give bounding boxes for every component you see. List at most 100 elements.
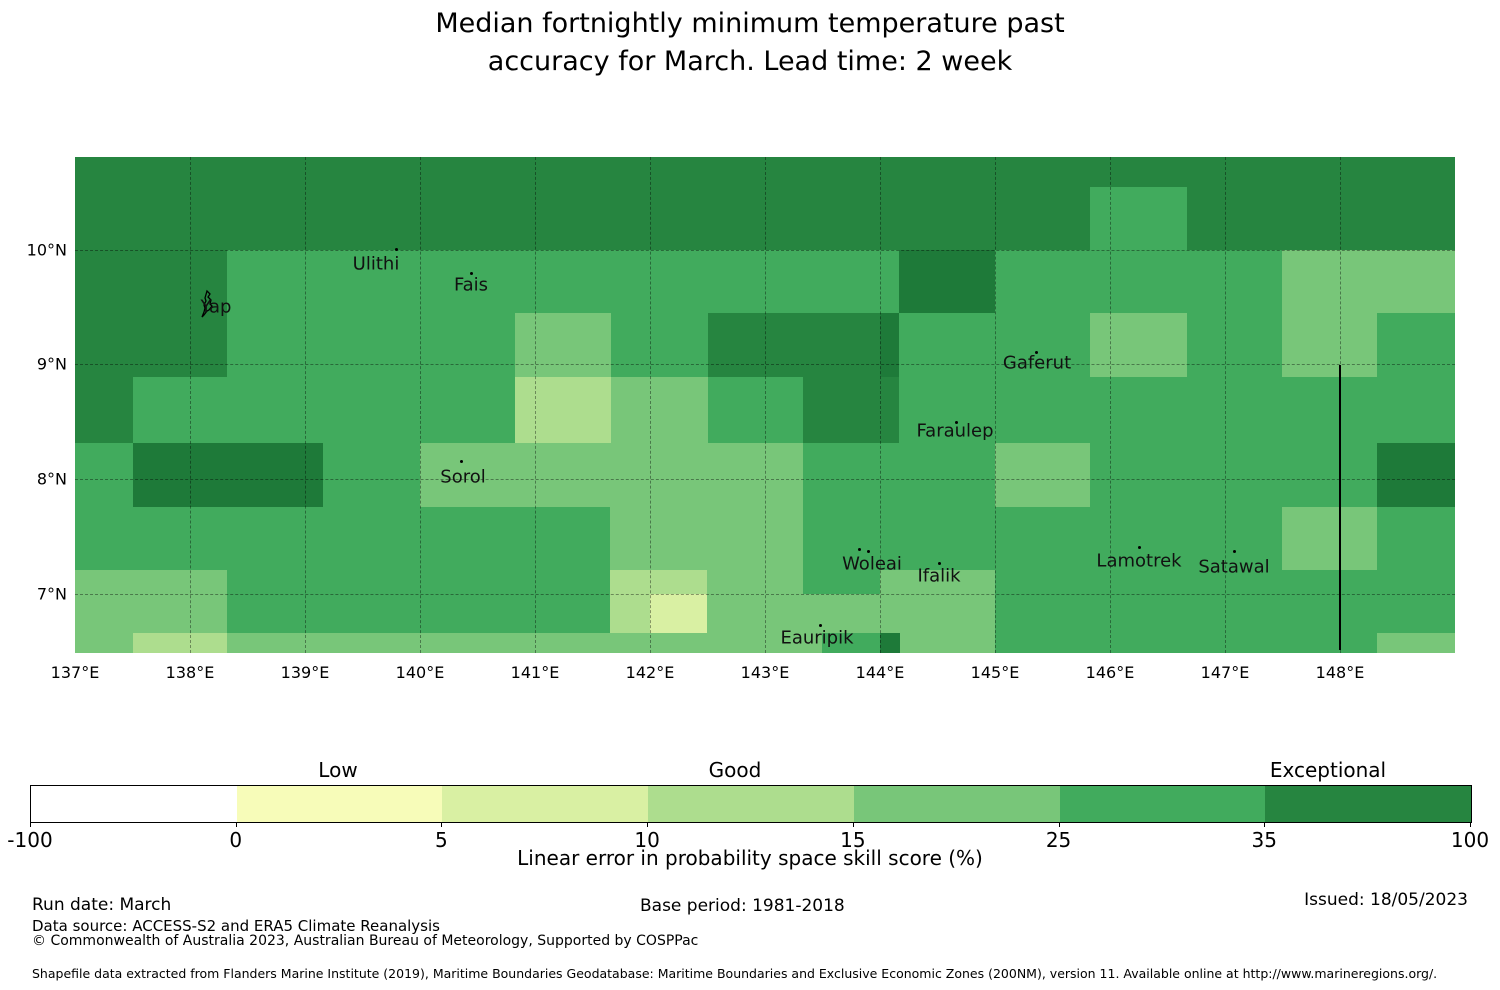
longitude-gridline (1225, 157, 1226, 653)
island-label: Eauripik (780, 627, 854, 649)
map-cell (515, 313, 611, 377)
x-tick-label: 137°E (50, 663, 100, 682)
map-cell (1282, 313, 1377, 377)
colorbar-category-label: Exceptional (1269, 758, 1387, 782)
island-label: Faraulep (916, 420, 994, 442)
latitude-gridline (75, 364, 1455, 365)
x-tick-label: 139°E (280, 663, 330, 682)
island-marker-dot (867, 550, 870, 553)
x-tick-label: 142°E (625, 663, 675, 682)
longitude-gridline (880, 157, 881, 653)
base-period-text: Base period: 1981-2018 (640, 896, 845, 916)
colorbar-tick-label: -100 (7, 828, 53, 852)
y-tick-label: 8°N (36, 469, 67, 489)
longitude-gridline (190, 157, 191, 653)
map-cell (880, 313, 899, 377)
colorbar-segment (648, 786, 854, 822)
colorbar-category-label: Low (318, 758, 358, 782)
latitude-gridline (75, 250, 1455, 251)
map-cell (611, 377, 708, 443)
map-cell (650, 594, 707, 633)
map-cell (1090, 313, 1187, 377)
map-cell (610, 594, 650, 633)
chart-title-line1: Median fortnightly minimum temperature p… (435, 8, 1065, 39)
colorbar-axis-label: Linear error in probability space skill … (517, 846, 983, 870)
map-cell (133, 633, 227, 653)
colorbar-category-label: Good (708, 758, 762, 782)
colorbar-tick-label: 5 (435, 828, 448, 852)
colorbar-segment (1059, 786, 1266, 822)
colorbar-tick-label: 25 (1045, 828, 1072, 852)
colorbar-tick-label: 15 (840, 828, 866, 852)
island-label: Yap (200, 296, 232, 318)
map-cell (75, 377, 133, 443)
map-cell (75, 570, 227, 633)
map-cell (1377, 443, 1455, 507)
colorbar-tick-label: 100 (1450, 828, 1490, 852)
y-tick-label: 9°N (36, 354, 67, 374)
island-label: Fais (453, 274, 489, 296)
map-cell (610, 570, 707, 594)
longitude-gridline (650, 157, 651, 653)
map-cell (1282, 507, 1377, 570)
island-marker-dot (470, 272, 473, 275)
map-heatmap: Yap Ulithi Fais Gaferut Faraulep Sorol Woleai I… (75, 157, 1455, 653)
longitude-gridline (305, 157, 306, 653)
y-tick-label: 7°N (36, 584, 67, 604)
island-marker-dot (858, 548, 861, 551)
island-label: Satawal (1198, 556, 1270, 578)
x-tick-label: 147°E (1200, 663, 1250, 682)
colorbar-segment (442, 786, 649, 822)
issued-text: Issued: 18/05/2023 (1304, 890, 1468, 910)
run-date-text: Run date: March (32, 895, 172, 915)
colorbar-tick-mark (1058, 822, 1060, 827)
map-cell (899, 250, 995, 313)
map-cell (75, 313, 227, 377)
map-cell (803, 594, 880, 633)
colorbar-tick-mark (1470, 822, 1471, 827)
map-cell (515, 377, 611, 443)
island-marker-dot (819, 624, 822, 627)
map-cell (133, 443, 323, 507)
colorbar-tick-mark (441, 822, 443, 827)
map-cell (995, 443, 1090, 507)
island-label: Ifalik (917, 565, 961, 587)
island-label: Woleai (842, 553, 902, 575)
map-cell (708, 313, 880, 377)
x-tick-label: 141°E (510, 663, 560, 682)
yap-island-outline (201, 289, 213, 318)
colorbar-tick-label: 10 (634, 828, 660, 852)
colorbar-tick-mark (1264, 822, 1266, 827)
colorbar-segment (236, 786, 443, 822)
colorbar-tick-label: 35 (1251, 828, 1278, 852)
y-tick-label: 10°N (26, 240, 67, 260)
longitude-gridline (995, 157, 996, 653)
x-tick-label: 143°E (740, 663, 790, 682)
colorbar (30, 785, 1472, 823)
map-cell (75, 633, 133, 653)
island-label: Lamotrek (1096, 550, 1182, 572)
longitude-gridline (765, 157, 766, 653)
longitude-gridline (1110, 157, 1111, 653)
chart-title-line2: accuracy for March. Lead time: 2 week (487, 46, 1013, 77)
colorbar-tick-mark (852, 822, 854, 827)
island-marker-dot (955, 421, 958, 424)
map-cell (75, 157, 1455, 250)
maritime-boundary-line (1339, 365, 1341, 650)
x-tick-label: 140°E (395, 663, 445, 682)
map-cell (610, 507, 803, 570)
colorbar-tick-mark (30, 822, 31, 827)
map-cell (420, 443, 803, 507)
colorbar-tick-mark (647, 822, 649, 827)
x-tick-label: 144°E (855, 663, 905, 682)
map-cell (880, 570, 995, 633)
island-marker-dot (938, 562, 941, 565)
map-cell (1377, 633, 1455, 653)
island-label: Sorol (440, 466, 486, 488)
island-marker-dot (1035, 351, 1038, 354)
colorbar-tick-mark (235, 822, 237, 827)
longitude-gridline (420, 157, 421, 653)
island-label: Ulithi (352, 253, 400, 275)
island-marker-dot (460, 460, 463, 463)
